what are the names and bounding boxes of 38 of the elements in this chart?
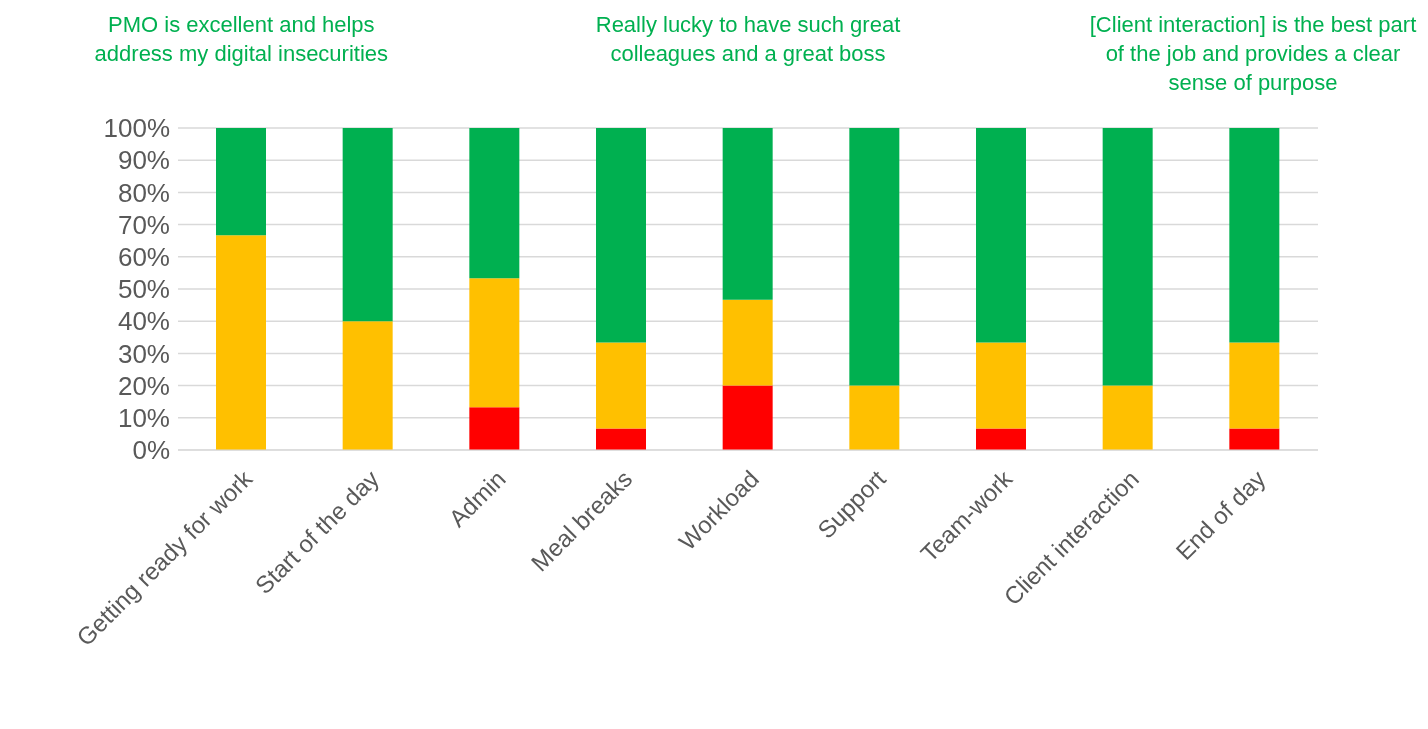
bar [596, 428, 646, 450]
bar [342, 321, 393, 450]
y-tick-label: 30% [117, 338, 170, 369]
y-tick-label: 20% [117, 370, 170, 401]
bar [849, 385, 900, 450]
text: PMO is excellent and helps address my digital insecurities [93, 11, 390, 68]
bar [849, 128, 900, 386]
bar [1229, 428, 1280, 450]
bar [722, 128, 773, 300]
bar [1229, 128, 1280, 343]
y-tick-label: 10% [117, 403, 170, 434]
bar [596, 128, 646, 343]
text: [Client interaction] is the best part of the job and provides a clear sense of purpose [1088, 11, 1418, 97]
bar [1102, 385, 1153, 450]
bar [342, 128, 393, 322]
x-tick-label: End of day [1170, 464, 1271, 566]
bar [469, 407, 520, 450]
text: Really lucky to have such great colleagues and a great boss [594, 11, 902, 68]
y-tick-label: 40% [117, 306, 170, 337]
bar [1229, 342, 1280, 429]
y-tick-label: 70% [117, 209, 170, 240]
y-tick-label: 80% [117, 177, 170, 208]
y-tick-label: 50% [117, 274, 170, 305]
bar [976, 128, 1026, 343]
bar [722, 385, 773, 450]
bar [216, 128, 266, 236]
bar [722, 299, 773, 386]
bar [469, 128, 520, 279]
bar [976, 428, 1026, 450]
bar [469, 278, 520, 408]
bar [596, 342, 646, 429]
bar [976, 342, 1026, 429]
bar [216, 235, 266, 450]
y-tick-label: 60% [117, 242, 170, 273]
y-tick-label: 0% [132, 435, 170, 466]
y-tick-label: 100% [103, 113, 170, 144]
y-tick-label: 90% [117, 145, 170, 176]
bar [1102, 128, 1153, 386]
